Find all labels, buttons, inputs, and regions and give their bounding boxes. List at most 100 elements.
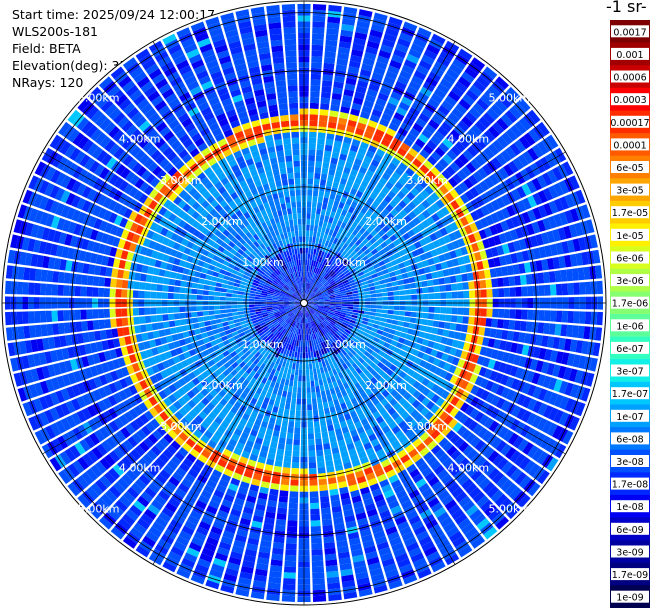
range-gate xyxy=(374,225,382,233)
ray xyxy=(306,303,603,326)
range-gate xyxy=(333,176,341,184)
range-gate xyxy=(320,329,326,336)
range-gate xyxy=(554,270,562,283)
range-gate xyxy=(24,252,33,266)
range-gate xyxy=(392,264,400,271)
range-gate xyxy=(408,220,417,229)
range-gate xyxy=(426,216,435,226)
range-gate xyxy=(326,22,340,30)
range-gate xyxy=(419,359,427,368)
range-gate xyxy=(359,234,366,242)
range-gate xyxy=(144,307,151,315)
range-gate xyxy=(489,328,497,338)
range-gate xyxy=(227,316,234,321)
range-gate xyxy=(156,426,167,437)
range-gate xyxy=(385,393,394,402)
range-gate xyxy=(333,140,342,148)
range-gate xyxy=(260,445,269,453)
range-gate xyxy=(397,75,410,85)
range-gate xyxy=(263,384,270,392)
range-gate xyxy=(363,442,373,451)
range-gate xyxy=(77,494,91,508)
range-gate xyxy=(432,320,440,328)
range-gate xyxy=(306,304,311,309)
range-gate xyxy=(406,463,417,474)
range-gate xyxy=(532,346,541,359)
range-gate xyxy=(322,524,333,532)
range-gate xyxy=(322,309,329,313)
range-gate xyxy=(491,437,503,449)
range-gate xyxy=(416,530,430,541)
range-gate xyxy=(123,387,133,398)
range-gate xyxy=(267,322,273,328)
range-gate xyxy=(330,157,338,165)
range-gate xyxy=(332,417,339,425)
range-gate xyxy=(487,258,496,268)
range-gate xyxy=(163,387,172,397)
range-gate xyxy=(41,365,51,379)
range-gate xyxy=(396,406,406,416)
range-gate xyxy=(431,394,440,404)
range-gate xyxy=(89,432,100,446)
range-gate xyxy=(318,343,323,350)
range-gate xyxy=(352,290,359,294)
field-label: Field: BETA xyxy=(12,41,81,56)
range-gate xyxy=(266,309,273,312)
range-gate xyxy=(318,276,324,283)
range-gate xyxy=(286,324,291,331)
range-gate xyxy=(327,323,333,329)
range-gate xyxy=(323,542,336,549)
range-gate xyxy=(549,350,558,363)
range-gate xyxy=(348,322,355,327)
range-gate xyxy=(407,368,416,377)
range-gate xyxy=(347,119,357,128)
range-gate xyxy=(357,259,364,265)
range-gate xyxy=(378,249,386,256)
range-gate xyxy=(186,343,194,351)
range-gate xyxy=(572,238,581,252)
range-gate xyxy=(461,478,474,490)
range-gate xyxy=(446,133,458,145)
ray xyxy=(306,303,595,387)
range-gate xyxy=(258,347,265,354)
range-gate xyxy=(453,229,462,239)
range-gate xyxy=(211,563,225,573)
range-gate xyxy=(203,542,217,552)
range-gate xyxy=(266,331,273,337)
range-gate xyxy=(58,470,71,485)
range-gate xyxy=(247,353,254,360)
range-gate xyxy=(380,398,389,407)
range-gate xyxy=(308,316,311,323)
range-gate xyxy=(348,392,355,400)
range-gate xyxy=(348,365,355,373)
range-gate xyxy=(567,311,574,324)
range-gate xyxy=(509,143,522,156)
range-gate xyxy=(227,347,235,354)
range-gate xyxy=(334,523,345,531)
range-gate xyxy=(236,492,247,501)
range-gate xyxy=(282,467,291,474)
range-gate xyxy=(432,239,441,248)
range-gate xyxy=(156,284,163,292)
range-gate xyxy=(171,334,179,342)
range-gate xyxy=(142,453,154,465)
range-gate xyxy=(151,347,159,356)
range-gate xyxy=(355,190,364,199)
range-gate xyxy=(410,409,420,419)
range-gate xyxy=(273,465,282,473)
range-gate xyxy=(443,415,454,425)
range-gate xyxy=(555,242,564,255)
range-gate xyxy=(284,403,291,410)
range-gate xyxy=(221,335,228,342)
range-gate xyxy=(363,100,374,109)
range-gate xyxy=(313,421,320,428)
range-gate xyxy=(306,311,309,318)
range-gate xyxy=(541,335,549,347)
range-gate xyxy=(491,278,498,288)
range-gate xyxy=(509,486,522,500)
range-gate xyxy=(243,554,256,563)
range-gate xyxy=(239,383,247,392)
range-gate xyxy=(479,133,491,146)
range-gate xyxy=(388,16,403,27)
range-gate xyxy=(55,245,64,257)
